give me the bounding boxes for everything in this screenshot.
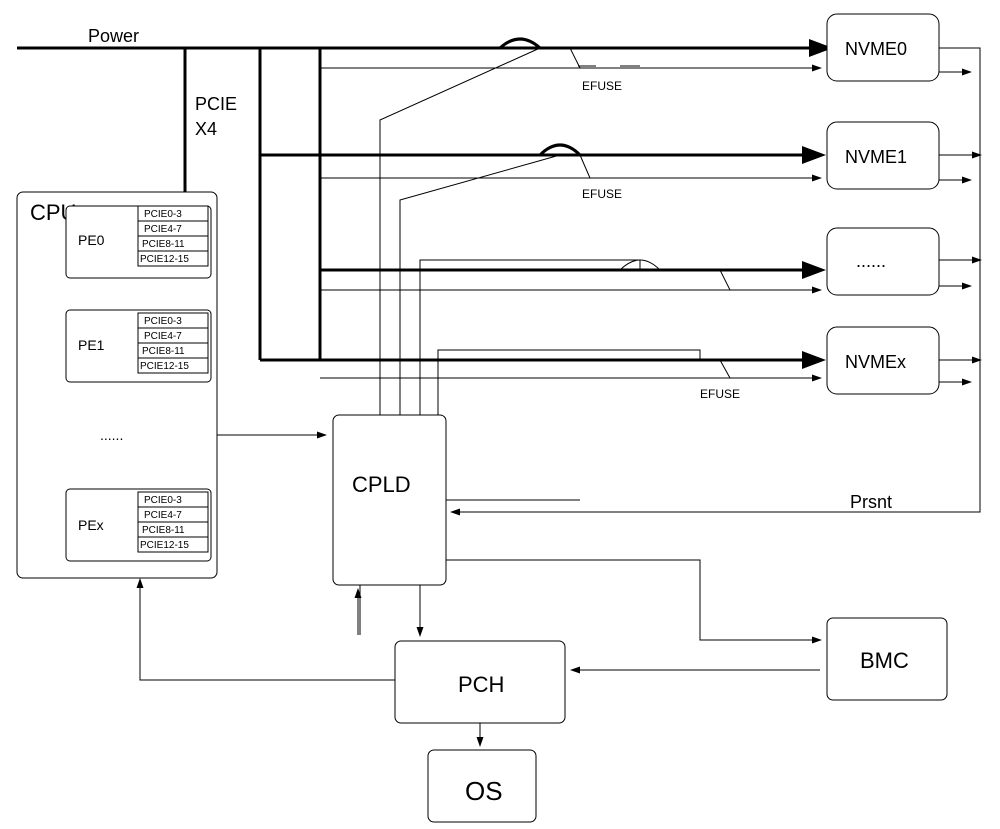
svg-text:PCIE12-15: PCIE12-15 xyxy=(140,254,189,265)
nvme-dots-label: ...... xyxy=(856,251,886,271)
svg-text:EFUSE: EFUSE xyxy=(700,387,740,401)
cpld-to-bmc xyxy=(446,560,820,640)
pe1-label: PE1 xyxy=(78,337,105,353)
bmc-label: BMC xyxy=(860,648,909,673)
svg-text:EFUSE: EFUSE xyxy=(582,187,622,201)
svg-text:PCIE8-11: PCIE8-11 xyxy=(142,525,185,536)
cpld-label: CPLD xyxy=(352,472,411,497)
svg-text:PCIE12-15: PCIE12-15 xyxy=(140,540,189,551)
pcie-x4-label-2: X4 xyxy=(195,119,217,139)
nvmex-label: NVMEx xyxy=(845,352,906,372)
pex-slots: PCIE0-3 PCIE4-7 PCIE8-11 PCIE12-15 xyxy=(138,492,208,552)
svg-text:PCIE0-3: PCIE0-3 xyxy=(144,495,182,506)
svg-text:PCIE0-3: PCIE0-3 xyxy=(144,209,182,220)
svg-text:PCIE12-15: PCIE12-15 xyxy=(140,361,189,372)
pe0-slots: PCIE0-3 PCIE4-7 PCIE8-11 PCIE12-15 xyxy=(138,206,208,266)
pe0-label: PE0 xyxy=(78,232,105,248)
cpld-in-1 xyxy=(400,155,560,415)
svg-text:PCIE0-3: PCIE0-3 xyxy=(144,316,182,327)
pex-label: PEx xyxy=(78,517,104,533)
efuse-0: EFUSE xyxy=(570,48,640,93)
pch-to-cpu xyxy=(140,580,395,680)
pcie-x4-label-1: PCIE xyxy=(195,94,237,114)
svg-text:PCIE8-11: PCIE8-11 xyxy=(142,239,185,250)
cpu-dots: ...... xyxy=(100,427,123,443)
os-label: OS xyxy=(465,776,503,806)
svg-text:PCIE8-11: PCIE8-11 xyxy=(142,346,185,357)
nvme0-label: NVME0 xyxy=(845,39,907,59)
nvme1-label: NVME1 xyxy=(845,147,907,167)
pch-label: PCH xyxy=(458,672,504,697)
pe1-slots: PCIE0-3 PCIE4-7 PCIE8-11 PCIE12-15 xyxy=(138,313,208,373)
svg-text:PCIE4-7: PCIE4-7 xyxy=(144,224,182,235)
efuse-x: EFUSE xyxy=(700,360,740,401)
svg-text:EFUSE: EFUSE xyxy=(582,79,622,93)
cpld-box xyxy=(333,415,446,585)
svg-text:PCIE4-7: PCIE4-7 xyxy=(144,510,182,521)
cpld-in-2 xyxy=(420,260,640,415)
svg-text:PCIE4-7: PCIE4-7 xyxy=(144,331,182,342)
power-label: Power xyxy=(88,26,139,46)
efuse-2 xyxy=(720,270,730,290)
prsnt-label: Prsnt xyxy=(850,492,892,512)
